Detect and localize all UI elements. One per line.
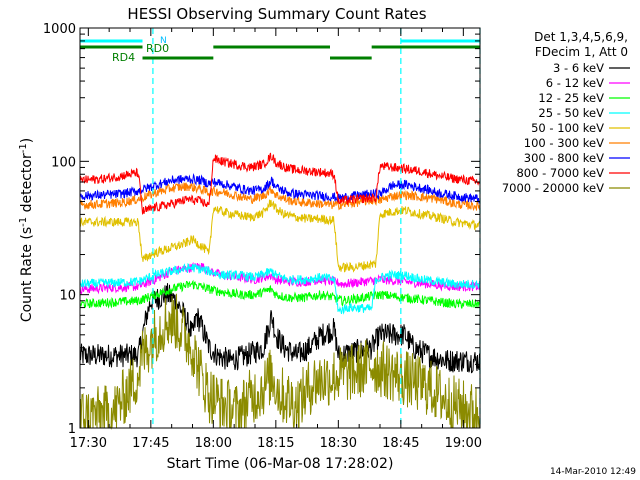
series-line (79, 283, 480, 374)
legend-header-line: FDecim 1, Att 0 (535, 45, 628, 59)
x-tick-label: 18:15 (257, 436, 294, 451)
y-tick-label: 10 (59, 289, 76, 304)
y-axis: 1 10 100 1000 (43, 22, 480, 437)
series-line (79, 293, 480, 430)
legend-entry-label: 7000 - 20000 keV (502, 181, 604, 195)
y-label-sup: -1 (18, 217, 29, 227)
x-axis-label: Start Time (06-Mar-08 17:28:02) (167, 456, 394, 472)
legend-entry-label: 6 - 12 keV (546, 76, 604, 90)
footer-timestamp: 14-Mar-2010 12:49 (550, 467, 636, 477)
x-axis: 17:30 17:45 18:00 18:15 18:30 18:45 19:00 (70, 28, 482, 451)
legend: Det 1,3,4,5,6,9, FDecim 1, Att 0 3 - 6 k… (502, 30, 630, 195)
legend-entry-label: 800 - 7000 keV (516, 166, 604, 180)
chart-title: HESSI Observing Summary Count Rates (127, 5, 426, 23)
legend-entry-label: 3 - 6 keV (553, 61, 604, 75)
legend-entry-label: 50 - 100 keV (531, 121, 604, 135)
y-tick-label: 100 (51, 155, 76, 170)
x-tick-label: 17:45 (132, 436, 169, 451)
legend-entry-label: 12 - 25 keV (538, 91, 604, 105)
x-tick-label: 18:45 (382, 436, 419, 451)
series-line (79, 182, 480, 212)
status-bar-label: RD0 (146, 42, 169, 55)
x-tick-label: 19:00 (445, 436, 482, 451)
status-bar-label: N (160, 36, 167, 46)
x-tick-label: 18:30 (320, 436, 357, 451)
series-line (79, 152, 480, 216)
y-tick-label: 1 (68, 422, 76, 437)
y-axis-label: Count Rate (s-1 detector-1) (18, 138, 35, 322)
y-label-part: detector (19, 153, 35, 217)
x-tick-label: 18:00 (195, 436, 232, 451)
legend-entry-label: 25 - 50 keV (538, 106, 604, 120)
y-tick-label: 1000 (43, 22, 76, 37)
status-bar-label: RD4 (112, 51, 135, 64)
series-line (79, 279, 480, 309)
series-line (79, 199, 480, 273)
legend-header-line: Det 1,3,4,5,6,9, (534, 30, 628, 44)
y-label-part: ) (19, 138, 35, 143)
legend-entry-label: 300 - 800 keV (524, 151, 604, 165)
legend-entry-label: 100 - 300 keV (524, 136, 604, 150)
y-label-sup: -1 (18, 143, 29, 153)
x-tick-label: 17:30 (70, 436, 107, 451)
y-label-part: Count Rate (s (19, 227, 35, 322)
series-line (79, 172, 480, 204)
plot-frame (79, 27, 481, 429)
series-line (79, 263, 480, 315)
